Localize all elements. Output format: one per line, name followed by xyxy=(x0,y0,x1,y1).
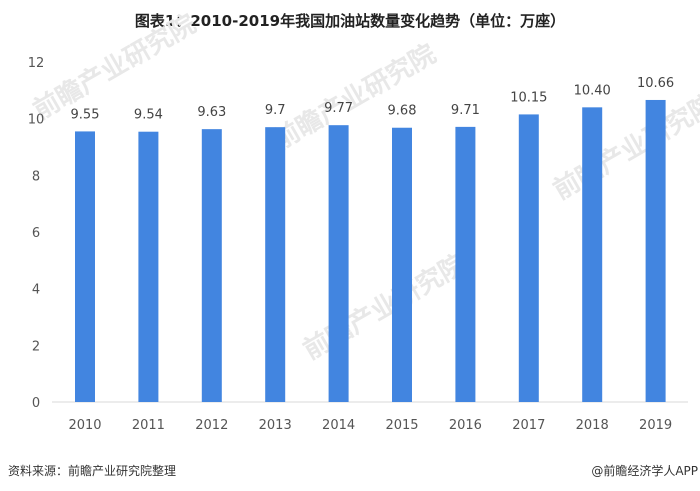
y-tick-label: 0 xyxy=(32,396,40,411)
y-tick-label: 8 xyxy=(32,169,40,184)
data-label: 9.68 xyxy=(388,104,417,119)
data-label: 10.40 xyxy=(574,83,611,98)
data-label: 9.55 xyxy=(71,107,100,122)
x-tick-label: 2010 xyxy=(68,418,101,433)
data-label: 9.77 xyxy=(324,101,353,116)
y-tick-label: 6 xyxy=(32,226,40,241)
y-tick-label: 4 xyxy=(32,283,40,298)
x-tick-label: 2015 xyxy=(385,418,418,433)
data-label: 9.54 xyxy=(134,108,163,123)
bar-2013 xyxy=(265,127,286,403)
watermark: 前瞻产业研究院 xyxy=(28,8,201,126)
bar-2018 xyxy=(582,107,603,402)
x-tick-label: 2011 xyxy=(132,418,165,433)
data-label: 9.71 xyxy=(451,103,480,118)
watermark: 前瞻产业研究院 xyxy=(548,88,700,206)
y-tick-label: 12 xyxy=(28,56,45,71)
credit-note: @前瞻经济学人APP xyxy=(591,464,698,478)
watermark: 前瞻产业研究院 xyxy=(268,38,441,156)
bar-2010 xyxy=(75,131,95,402)
data-label: 10.15 xyxy=(510,90,547,105)
bar-2014 xyxy=(328,125,349,402)
x-tick-label: 2012 xyxy=(195,418,228,433)
bar-2019 xyxy=(645,99,666,402)
x-tick-label: 2017 xyxy=(512,418,545,433)
bar-2015 xyxy=(392,127,412,402)
data-label: 9.63 xyxy=(197,105,226,120)
chart-title: 图表1：2010-2019年我国加油站数量变化趋势（单位：万座） xyxy=(134,12,566,30)
bar-2012 xyxy=(201,129,222,402)
bar-2017 xyxy=(518,114,539,403)
watermark: 前瞻产业研究院 xyxy=(298,248,471,366)
bar-2011 xyxy=(138,131,159,402)
x-tick-label: 2019 xyxy=(639,418,672,433)
data-label: 9.7 xyxy=(265,103,286,118)
x-tick-label: 2018 xyxy=(576,418,609,433)
y-tick-label: 10 xyxy=(28,113,45,128)
data-label: 10.66 xyxy=(637,76,674,91)
x-tick-label: 2013 xyxy=(259,418,292,433)
source-note: 资料来源：前瞻产业研究院整理 xyxy=(8,464,177,478)
bar-2016 xyxy=(455,126,476,402)
y-tick-label: 2 xyxy=(32,339,40,354)
x-tick-label: 2014 xyxy=(322,418,355,433)
x-tick-label: 2016 xyxy=(449,418,482,433)
